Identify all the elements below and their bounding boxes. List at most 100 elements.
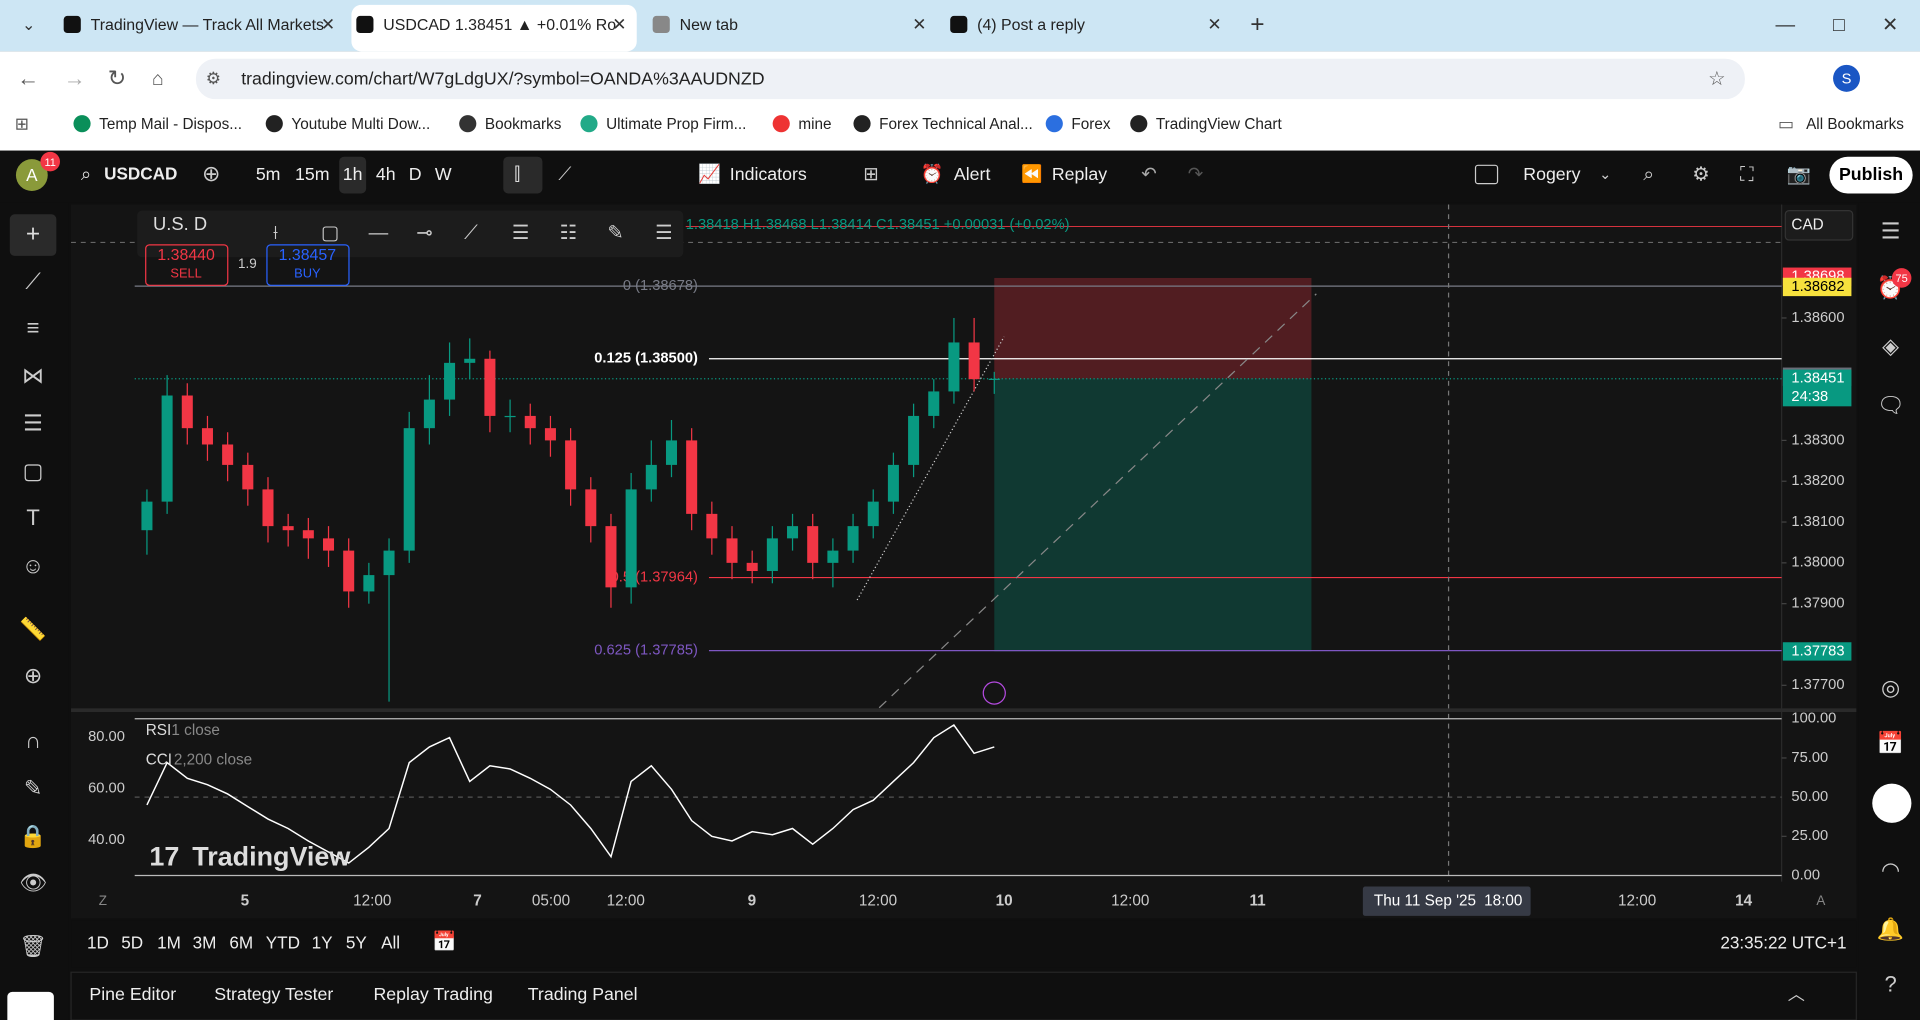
target[interactable]: ◎: [1881, 675, 1900, 700]
bookmark[interactable]: mine: [798, 116, 831, 133]
minimize[interactable]: —: [1776, 14, 1796, 36]
apps-panel[interactable]: [1872, 783, 1912, 823]
range-btn[interactable]: 5D: [121, 933, 143, 953]
layout-name[interactable]: Rogery: [1523, 164, 1580, 184]
notifications-panel[interactable]: 🔔: [1877, 916, 1904, 941]
range-btn[interactable]: 3M: [193, 933, 217, 953]
stream[interactable]: ◠: [1881, 858, 1900, 883]
alert[interactable]: Alert: [954, 164, 991, 184]
tab-close[interactable]: ✕: [1207, 14, 1221, 34]
interval[interactable]: 15m: [295, 164, 330, 184]
address-bar[interactable]: [195, 58, 1745, 100]
drawing-tool[interactable]: —: [369, 222, 389, 244]
bookmark[interactable]: Youtube Multi Dow...: [291, 116, 430, 133]
snapshot[interactable]: 📷: [1787, 163, 1811, 185]
range-btn[interactable]: 1M: [157, 933, 181, 953]
site-info[interactable]: ⚙: [206, 68, 221, 88]
drawing-tool[interactable]: ⊸: [416, 222, 432, 244]
tab-close[interactable]: ✕: [321, 14, 335, 34]
indicators[interactable]: Indicators: [730, 164, 807, 184]
drawing-tool[interactable]: ✎: [607, 222, 623, 244]
redo[interactable]: ↷: [1188, 163, 1203, 184]
magnet-tool[interactable]: ∩: [25, 728, 41, 753]
crosshair-tool[interactable]: [9, 214, 57, 256]
buy-btn[interactable]: [266, 244, 350, 286]
templates[interactable]: ⊞: [863, 163, 878, 184]
publish-btn[interactable]: [1829, 156, 1913, 194]
chat[interactable]: 🗨: [1877, 392, 1905, 417]
drawing-tool[interactable]: ☰: [655, 222, 673, 244]
tab-close[interactable]: ✕: [912, 14, 926, 34]
interval[interactable]: D: [409, 164, 422, 184]
panel-tab[interactable]: Pine Editor: [89, 984, 176, 1004]
fib-tool[interactable]: ≡: [27, 315, 40, 340]
tab-title[interactable]: (4) Post a reply: [977, 17, 1085, 34]
icon-tool[interactable]: ☺: [22, 553, 45, 578]
hide-tool[interactable]: 👁: [19, 870, 47, 895]
shape-tool[interactable]: ▢: [23, 458, 44, 483]
undo[interactable]: ↶: [1141, 163, 1156, 184]
range-btn[interactable]: All: [381, 933, 400, 953]
line-icon[interactable]: ⟋: [558, 163, 571, 184]
pattern-tool[interactable]: ⋈: [22, 363, 44, 388]
home[interactable]: ⌂: [152, 68, 164, 90]
favorites[interactable]: [7, 991, 54, 1020]
drawing-tool[interactable]: ⟋: [464, 222, 478, 244]
fullscreen[interactable]: ⛶: [1739, 163, 1755, 185]
panel-tab[interactable]: Trading Panel: [528, 984, 638, 1004]
range-btn[interactable]: 5Y: [346, 933, 368, 953]
symbol[interactable]: USDCAD: [104, 164, 177, 184]
star[interactable]: ☆: [1708, 68, 1726, 90]
range-btn[interactable]: 1Y: [312, 933, 334, 953]
panel-tab[interactable]: Replay Trading: [373, 984, 492, 1004]
close[interactable]: ✕: [1882, 14, 1898, 36]
apps[interactable]: ⊞: [15, 113, 29, 133]
profile[interactable]: [1833, 64, 1860, 92]
compare[interactable]: ⊕: [202, 161, 220, 186]
range-btn[interactable]: 6M: [229, 933, 253, 953]
bookmark[interactable]: Ultimate Prop Firm...: [606, 116, 746, 133]
bookmark[interactable]: Bookmarks: [485, 116, 562, 133]
event-flag[interactable]: [982, 681, 1006, 705]
interval[interactable]: 5m: [256, 164, 281, 184]
tab-title[interactable]: USDCAD 1.38451 ▲ +0.01% Ro: [383, 17, 616, 34]
quick-search[interactable]: ⌕: [1643, 163, 1654, 185]
clock[interactable]: 23:35:22 UTC+1: [1720, 933, 1846, 953]
forecast-tool[interactable]: ☰: [23, 411, 43, 436]
all-bookmarks[interactable]: All Bookmarks: [1806, 116, 1904, 133]
settings[interactable]: ⚙: [1692, 163, 1710, 185]
tab-title[interactable]: New tab: [680, 17, 739, 34]
avatar[interactable]: [15, 159, 48, 192]
tab-close[interactable]: ✕: [612, 14, 626, 34]
active-tab[interactable]: [351, 4, 637, 52]
chart-type[interactable]: [503, 156, 543, 194]
text-tool[interactable]: T: [26, 505, 39, 530]
interval[interactable]: 4h: [376, 164, 396, 184]
draw-mode[interactable]: ✎: [24, 776, 42, 801]
panel-tab[interactable]: Strategy Tester: [214, 984, 333, 1004]
layers[interactable]: ◈: [1882, 334, 1899, 359]
calendar[interactable]: 📅: [1877, 730, 1904, 755]
axis-a[interactable]: A: [1816, 893, 1825, 908]
ruler-tool[interactable]: 📏: [19, 616, 46, 641]
forward[interactable]: →: [64, 65, 86, 90]
date-range[interactable]: 📅: [432, 930, 456, 953]
watchlist[interactable]: ☰: [1881, 218, 1901, 243]
currency-btn[interactable]: [1784, 210, 1854, 241]
interval[interactable]: 1h: [343, 164, 363, 184]
drawing-tool[interactable]: ▢: [321, 222, 340, 244]
bookmark[interactable]: TradingView Chart: [1156, 116, 1283, 133]
url[interactable]: tradingview.com/chart/W7gLdgUX/?symbol=O…: [241, 68, 764, 88]
drawing-tool[interactable]: ⟊: [273, 222, 278, 244]
bookmark[interactable]: Temp Mail - Dispos...: [99, 116, 242, 133]
tab-title[interactable]: TradingView — Track All Markets: [91, 17, 324, 34]
layout-caret[interactable]: ⌄: [1599, 167, 1611, 183]
drawing-tool[interactable]: ☰: [512, 222, 530, 244]
delete-tool[interactable]: 🗑: [19, 934, 47, 959]
axis-z[interactable]: Z: [99, 893, 107, 908]
interval[interactable]: W: [435, 164, 452, 184]
reload[interactable]: ↻: [108, 65, 126, 90]
new-tab[interactable]: +: [1250, 11, 1264, 38]
zoom-tool[interactable]: ⊕: [24, 663, 42, 688]
range-btn[interactable]: 1D: [87, 933, 109, 953]
